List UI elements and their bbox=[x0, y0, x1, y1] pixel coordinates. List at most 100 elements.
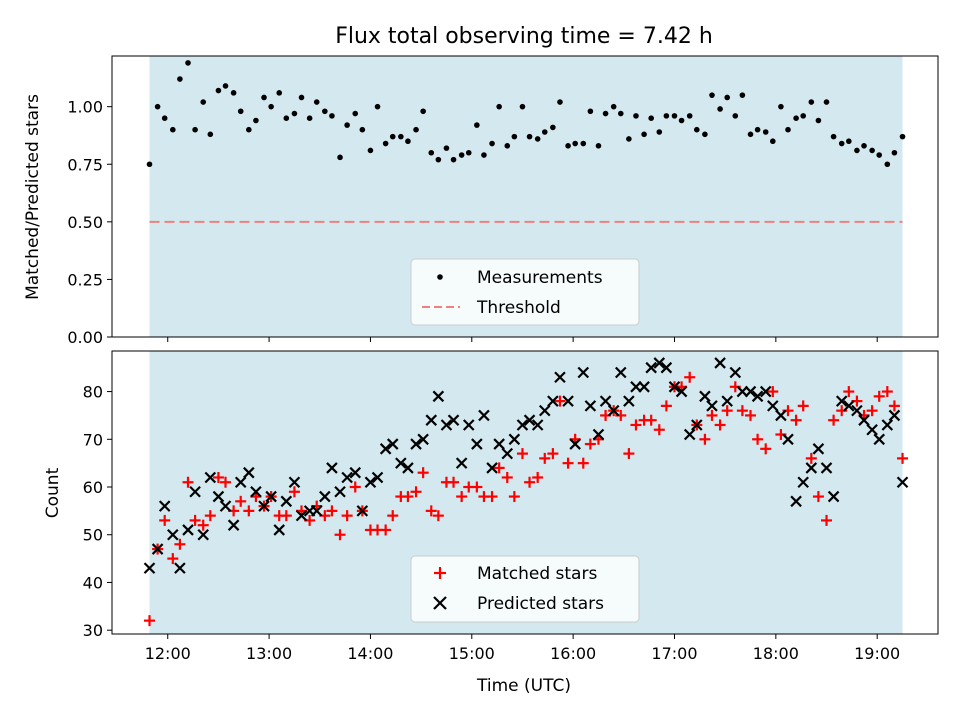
bottom-y-tick-label: 60 bbox=[83, 478, 103, 497]
measurement-point bbox=[754, 126, 761, 133]
measurement-point bbox=[526, 133, 533, 140]
predicted-star-point bbox=[243, 466, 255, 479]
predicted-star-point bbox=[812, 443, 825, 455]
measurement-point bbox=[161, 115, 168, 121]
measurement-points bbox=[146, 60, 906, 168]
matched-star-point bbox=[410, 486, 422, 498]
predicted-star-point bbox=[356, 505, 369, 517]
predicted-star-point bbox=[797, 476, 809, 489]
top-y-ticks: 0.00 0.25 0.50 0.75 1.00 bbox=[67, 98, 112, 347]
predicted-star-point bbox=[638, 381, 650, 393]
predicted-star-point bbox=[531, 419, 544, 431]
measurement-point bbox=[291, 110, 298, 117]
predicted-star-point bbox=[592, 428, 605, 441]
predicted-star-point bbox=[425, 414, 438, 426]
matched-star-point bbox=[220, 476, 232, 488]
measurement-point bbox=[268, 103, 274, 110]
predicted-star-point bbox=[888, 409, 901, 422]
matched-star-point bbox=[866, 405, 878, 417]
matched-star-point bbox=[387, 510, 399, 522]
matched-star-point bbox=[417, 467, 429, 479]
matched-star-point bbox=[402, 491, 414, 503]
predicted-star-point bbox=[227, 519, 240, 531]
matched-star-point bbox=[288, 486, 300, 498]
measurement-point bbox=[656, 129, 663, 135]
measurement-point bbox=[246, 126, 252, 133]
predicted-star-point bbox=[501, 447, 514, 460]
predicted-star-point bbox=[402, 462, 414, 474]
top-y-tick-label: 0.25 bbox=[67, 270, 103, 289]
measurement-point bbox=[200, 99, 207, 105]
predicted-star-point bbox=[767, 400, 779, 412]
measurement-point bbox=[808, 99, 815, 105]
predicted-star-point bbox=[395, 457, 407, 469]
measurement-point bbox=[602, 110, 609, 117]
matched-star-point bbox=[821, 514, 833, 526]
matched-star-point bbox=[280, 510, 292, 522]
bottom-y-tick-label: 50 bbox=[83, 526, 103, 545]
predicted-star-point bbox=[250, 486, 262, 498]
measurement-point bbox=[838, 140, 845, 147]
top-legend: Measurements Threshold bbox=[410, 258, 640, 326]
predicted-star-point bbox=[326, 462, 338, 474]
predicted-star-point bbox=[417, 433, 429, 446]
measurement-point bbox=[420, 108, 426, 115]
measurement-point bbox=[891, 149, 898, 156]
predicted-star-point bbox=[341, 471, 353, 484]
measurement-point bbox=[770, 138, 776, 145]
predicted-star-point bbox=[151, 543, 164, 555]
predicted-star-point bbox=[219, 500, 232, 512]
matched-star-point bbox=[714, 419, 726, 431]
matched-star-point bbox=[516, 448, 528, 460]
measurement-point bbox=[511, 133, 518, 140]
predicted-star-point bbox=[554, 371, 566, 384]
measurement-point bbox=[854, 147, 860, 154]
predicted-star-point bbox=[265, 490, 277, 503]
x-tick-label: 16:00 bbox=[550, 644, 596, 663]
matched-star-point bbox=[721, 405, 733, 417]
top-x-ticks bbox=[167, 337, 878, 342]
measurement-point bbox=[572, 140, 578, 147]
chart-title: Flux total observing time = 7.42 h bbox=[335, 24, 713, 49]
predicted-star-point bbox=[835, 395, 848, 407]
predicted-star-point bbox=[288, 476, 301, 489]
measurement-point bbox=[823, 99, 830, 105]
predicted-star-point bbox=[562, 395, 574, 407]
measurement-point bbox=[253, 117, 259, 124]
measurement-point bbox=[876, 152, 883, 158]
predicted-star-point bbox=[843, 400, 855, 412]
predicted-star-point bbox=[364, 476, 377, 489]
predicted-star-point bbox=[410, 438, 422, 450]
bottom-y-tick-label: 30 bbox=[83, 621, 103, 640]
matched-star-point bbox=[797, 400, 809, 412]
measurement-point bbox=[565, 143, 571, 149]
matched-star-point bbox=[197, 519, 209, 531]
predicted-star-point bbox=[486, 462, 498, 474]
x-axis-label: Time (UTC) bbox=[476, 676, 571, 696]
predicted-star-point bbox=[668, 381, 681, 393]
matched-star-point bbox=[767, 386, 779, 398]
matched-star-point bbox=[341, 510, 353, 522]
predicted-star-point bbox=[805, 462, 818, 474]
measurement-point bbox=[481, 152, 487, 158]
predicted-star-point bbox=[729, 366, 742, 379]
matched-star-point bbox=[630, 419, 642, 431]
measurement-point bbox=[443, 145, 450, 151]
measurement-point bbox=[207, 131, 214, 138]
measurement-point bbox=[450, 156, 457, 163]
measurement-point bbox=[671, 113, 678, 119]
matched-star-point bbox=[645, 414, 657, 426]
matched-star-point bbox=[881, 386, 893, 398]
predicted-star-point bbox=[158, 500, 171, 512]
predicted-stars-points bbox=[143, 357, 909, 574]
measurement-point bbox=[702, 131, 708, 138]
predicted-star-point bbox=[447, 414, 460, 426]
predicted-star-point bbox=[182, 524, 194, 536]
matched-star-point bbox=[812, 491, 824, 503]
top-axes-frame bbox=[111, 55, 939, 338]
predicted-star-point bbox=[234, 476, 247, 489]
measurement-point bbox=[222, 83, 229, 89]
predicted-star-point bbox=[691, 419, 703, 431]
bottom-y-tick-label: 80 bbox=[83, 383, 103, 402]
matched-star-point bbox=[204, 510, 216, 522]
